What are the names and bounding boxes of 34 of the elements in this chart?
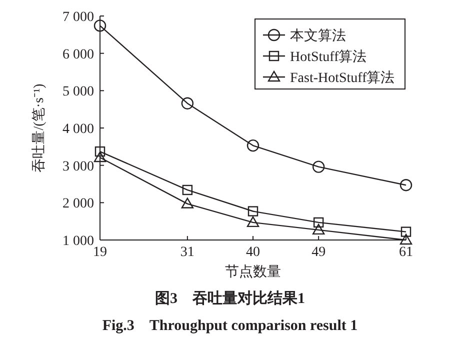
y-tick-label: 1 000 xyxy=(62,234,94,249)
caption: 图3 吞吐量对比结果1 xyxy=(155,290,305,307)
point xyxy=(248,206,258,216)
point xyxy=(246,216,260,228)
x-tick-label: 49 xyxy=(312,245,326,260)
y-tick-label: 7 000 xyxy=(62,10,94,25)
y-axis-title: 吞吐量/(笔·s⁻¹) xyxy=(31,83,47,172)
caption: Fig.3 Throughput comparison result 1 xyxy=(102,318,358,334)
point xyxy=(182,184,193,196)
x-tick-label: 19 xyxy=(93,245,107,260)
point xyxy=(94,146,106,157)
point xyxy=(400,179,412,192)
legend-label: HotStuff算法 xyxy=(290,49,367,65)
point xyxy=(94,151,106,162)
x-tick-label: 31 xyxy=(180,245,194,260)
x-tick-label: 61 xyxy=(399,245,413,260)
point xyxy=(400,226,412,237)
x-tick-label: 40 xyxy=(246,245,260,260)
point xyxy=(246,139,260,152)
point xyxy=(181,198,194,208)
y-tick-label: 5 000 xyxy=(62,84,94,100)
y-tick-label: 2 000 xyxy=(62,196,94,212)
y-tick-label: 6 000 xyxy=(62,47,94,62)
y-tick-label: 3 000 xyxy=(62,159,94,174)
point xyxy=(312,224,325,235)
x-axis-title: 节点数量 xyxy=(225,264,281,280)
point xyxy=(400,234,412,245)
legend-label: 本文算法 xyxy=(290,28,346,44)
point xyxy=(181,97,194,110)
point xyxy=(312,160,325,173)
point xyxy=(313,217,324,228)
point xyxy=(94,20,106,32)
legend-label: Fast-HotStuff算法 xyxy=(290,70,395,86)
y-tick-label: 4 000 xyxy=(62,122,94,137)
